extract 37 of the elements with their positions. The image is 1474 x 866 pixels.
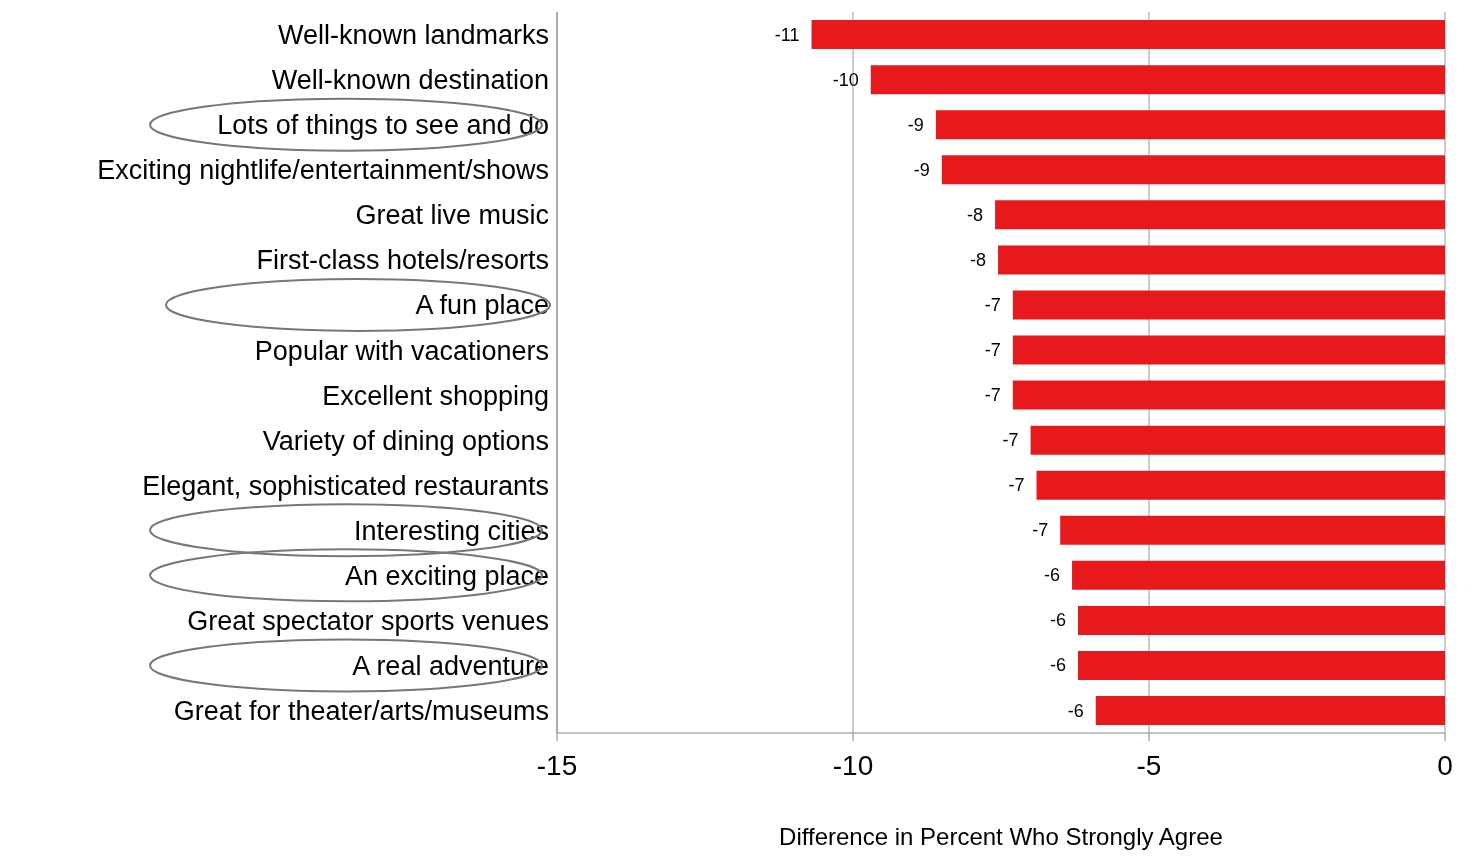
data-label: -6 <box>1049 655 1066 676</box>
data-label: -9 <box>913 159 930 180</box>
y-tick-label: A real adventure <box>352 650 549 681</box>
y-tick-label: Variety of dining options <box>262 425 549 456</box>
y-tick-label: Great spectator sports venues <box>187 605 549 636</box>
data-label: -8 <box>970 249 987 270</box>
y-tick-label: Interesting cities <box>353 515 549 546</box>
data-label: -10 <box>832 69 859 90</box>
x-tick-label: -5 <box>1136 749 1162 781</box>
data-label: -7 <box>984 385 1001 406</box>
data-label: -7 <box>1002 430 1019 451</box>
y-tick-label: Great live music <box>355 200 549 231</box>
y-tick-label: Great for theater/arts/museums <box>173 696 549 727</box>
y-tick-label: First-class hotels/resorts <box>256 245 549 276</box>
y-tick-label: Excellent shopping <box>322 380 549 411</box>
y-tick-label: Well-known destination <box>271 65 549 96</box>
data-label: -7 <box>984 294 1001 315</box>
y-tick-label: Exciting nightlife/entertainment/shows <box>97 155 549 186</box>
y-tick-label: Elegant, sophisticated restaurants <box>142 470 549 501</box>
x-tick-label: 0 <box>1437 749 1453 781</box>
x-axis-title: Difference in Percent Who Strongly Agree <box>779 823 1223 850</box>
y-tick-label: A fun place <box>415 290 549 321</box>
y-tick-label: Well-known landmarks <box>277 20 549 51</box>
y-tick-label: An exciting place <box>344 560 549 591</box>
data-label: -7 <box>984 340 1001 361</box>
data-label: -7 <box>1008 475 1025 496</box>
data-label: -6 <box>1044 565 1061 586</box>
data-label: -11 <box>774 24 800 45</box>
data-label: -6 <box>1067 700 1084 721</box>
data-label: -7 <box>1032 520 1049 541</box>
data-label: -6 <box>1049 610 1066 631</box>
y-tick-label: Lots of things to see and do <box>217 110 549 141</box>
x-tick-label: -10 <box>832 749 874 781</box>
y-tick-label: Popular with vacationers <box>254 335 549 366</box>
x-tick-label: -15 <box>536 749 578 781</box>
data-label: -9 <box>907 114 924 135</box>
data-label: -8 <box>967 204 984 225</box>
